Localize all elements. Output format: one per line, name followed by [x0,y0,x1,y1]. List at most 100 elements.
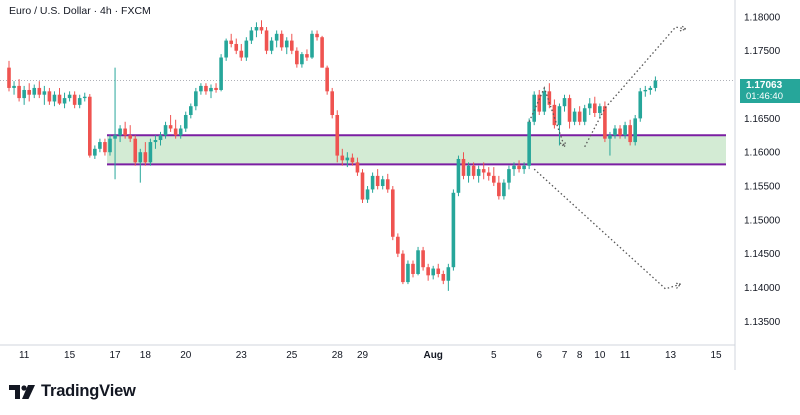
candle [380,175,385,190]
candle-body [365,189,370,200]
candle [128,125,132,143]
candle [401,250,405,285]
candle-body [355,162,360,173]
candle [537,89,542,115]
candle [279,30,284,51]
candle [178,125,183,139]
y-tick-label: 1.18000 [744,12,781,23]
candle [598,103,602,119]
candle-body [527,121,531,166]
projection-arrowhead [674,282,682,289]
candle-body [517,165,521,170]
candle [214,83,218,93]
candle [471,162,476,180]
candle [532,91,536,126]
candle [153,135,158,149]
candle-body [274,33,279,41]
candle [62,92,67,109]
candle-body [42,91,47,95]
candle [512,162,516,176]
candle [355,157,360,176]
tradingview-logo[interactable]: TradingView [9,382,136,401]
candle-body [103,142,107,153]
candle-body [163,125,168,136]
candle [431,265,435,280]
candle-body [396,236,400,254]
x-tick-label: 28 [332,350,344,361]
candle-body [98,142,102,149]
candle-body [37,87,42,95]
candle-body [375,175,380,187]
candle [552,99,557,129]
x-tick-label: 29 [357,350,369,361]
x-tick-label: Aug [423,350,442,361]
candle-body [648,87,653,90]
candle-body [158,135,163,141]
candle [244,37,249,61]
candle [7,60,11,92]
candle-body [461,158,466,176]
candle [300,52,304,68]
candle [17,79,21,102]
candle [497,175,501,200]
candle [365,186,370,203]
candle-body [244,40,249,58]
candle-body [598,106,602,113]
x-tick-label: 20 [180,350,192,361]
candle [173,119,178,139]
candle-body [653,80,658,88]
candle-body [82,96,87,99]
candle-body [385,179,390,190]
candle-body [269,40,274,51]
candle [123,121,127,139]
candle-body [118,128,122,136]
candle [653,76,658,92]
projection-path [584,26,686,148]
candle [406,260,410,285]
candle-body [401,253,405,283]
y-tick-label: 1.13500 [744,317,781,328]
candle-body [189,106,193,115]
candle-body [229,40,233,44]
candle [330,87,334,119]
candle [113,67,117,180]
candle [224,38,228,61]
candle-body [47,91,52,102]
candle [194,87,198,111]
candle [643,85,648,97]
candle [98,138,102,153]
chart-title: Euro / U.S. Dollar · 4h · FXCM [9,5,151,17]
candle-body [436,268,441,274]
candle [486,167,491,181]
candle [360,169,365,203]
candle-body [471,165,476,176]
candle [199,83,203,95]
candle [133,135,138,166]
candle [421,246,425,271]
candle [451,189,456,271]
y-tick-label: 1.14000 [744,283,781,294]
candle-body [224,40,228,58]
candle-body [77,98,82,105]
x-tick-label: 8 [577,350,583,361]
candle [254,22,259,38]
candle [481,162,486,180]
candle [613,125,617,139]
candle [426,263,430,281]
candle [416,246,420,276]
candle-body [345,157,350,161]
candle [603,101,607,143]
candle [158,131,163,146]
x-tick-label: 11 [19,350,30,361]
y-tick-label: 1.15500 [744,182,781,193]
candle-body [426,267,430,276]
candle-body [340,155,345,161]
x-tick-label: 23 [236,350,248,361]
candle-body [279,33,284,48]
candle-body [643,89,648,92]
candle [562,94,567,112]
candle [249,27,254,44]
candle-body [209,87,213,92]
candle [320,35,324,68]
